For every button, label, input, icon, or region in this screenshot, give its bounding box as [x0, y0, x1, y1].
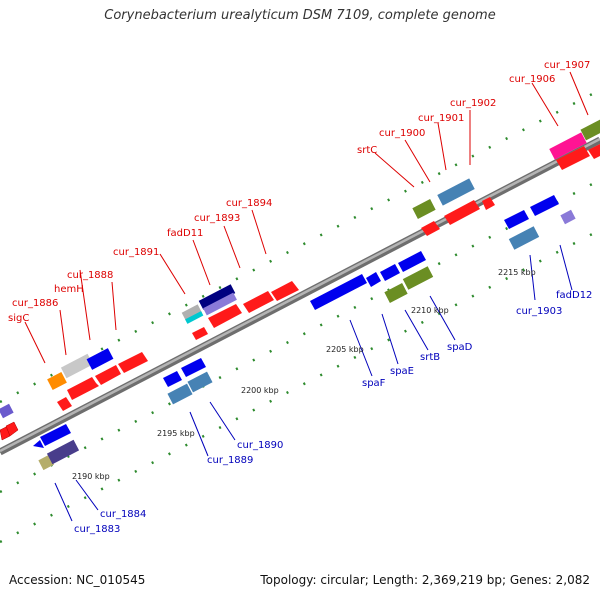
gene-arrow [398, 251, 426, 272]
gene-arrow [5, 421, 19, 437]
gene-arrow [444, 200, 480, 225]
gene-label: cur_1893 [194, 213, 240, 224]
gene-arrow [271, 281, 299, 301]
gene-label: cur_1903 [516, 306, 562, 317]
gene-label: cur_1883 [74, 524, 120, 535]
gene-box [187, 371, 213, 393]
gene-label: cur_1890 [237, 440, 283, 451]
gene-label: srtB [420, 352, 440, 363]
gene-arrow [95, 365, 121, 385]
gene-arrow [118, 352, 148, 373]
gene-box [203, 292, 237, 316]
gene-box [412, 199, 436, 219]
bottom-leader-lines [54, 244, 573, 522]
gene-box [0, 403, 14, 419]
gene-box [185, 311, 204, 324]
top-leader-lines [24, 71, 589, 364]
gene-box [47, 371, 67, 391]
gene-arrow [310, 274, 367, 310]
reverse-strand-genes [33, 195, 576, 471]
gene-arrow [556, 146, 590, 170]
gene-label: fadD11 [167, 228, 203, 239]
gene-box [580, 119, 600, 141]
accession-label: Accession: NC_010545 [9, 573, 146, 587]
gene-label: srtC [357, 145, 377, 156]
gene-arrow [380, 264, 400, 281]
gene-label: cur_1906 [509, 74, 555, 85]
gene-box [508, 226, 540, 250]
gene-arrow [163, 371, 182, 387]
gene-label: sigC [8, 313, 29, 324]
gene-box [402, 266, 434, 290]
gene-box [560, 209, 576, 225]
gene-arrow [208, 304, 242, 328]
forward-strand-genes [0, 119, 600, 441]
gene-box [437, 178, 475, 206]
topology-summary: Topology: circular; Length: 2,369,219 bp… [260, 573, 590, 587]
map-title: Corynebacterium urealyticum DSM 7109, co… [104, 8, 496, 23]
tick-label: 2215 kbp [498, 268, 536, 277]
gene-arrow [40, 424, 71, 446]
gene-label: spaF [362, 378, 386, 389]
gene-label: cur_1891 [113, 247, 159, 258]
gene-arrow [181, 358, 206, 377]
gene-label: cur_1884 [100, 509, 146, 520]
gene-box [181, 304, 203, 322]
gene-box [167, 383, 193, 405]
gene-label: hemH [54, 284, 84, 295]
gene-label: cur_1889 [207, 455, 253, 466]
gene-box [549, 132, 587, 160]
gene-arrow [33, 440, 44, 448]
tick-label: 2200 kbp [241, 386, 279, 395]
tick-label: 2205 kbp [326, 345, 364, 354]
gene-label: cur_1907 [544, 60, 590, 71]
reverse-gene-labels: cur_1883 cur_1884 cur_1889 cur_1890 spaF… [74, 290, 592, 535]
gene-arrow [421, 221, 440, 236]
tick-label: 2190 kbp [72, 472, 110, 481]
gene-label: spaD [447, 342, 473, 353]
gene-label: spaE [390, 366, 414, 377]
genome-backbone [0, 136, 600, 456]
gene-label: cur_1902 [450, 98, 496, 109]
gene-label: cur_1894 [226, 198, 272, 209]
gene-box [60, 353, 94, 379]
gene-box [198, 284, 236, 310]
gene-arrow [366, 272, 381, 287]
gene-label: cur_1888 [67, 270, 113, 281]
gene-box [86, 348, 114, 370]
gene-label: fadD12 [556, 290, 592, 301]
gene-arrow [530, 195, 559, 216]
forward-gene-labels: sigC cur_1886 hemH cur_1888 cur_1891 fad… [8, 60, 590, 324]
tick-label: 2195 kbp [157, 429, 195, 438]
gene-arrow [588, 144, 600, 159]
gene-label: cur_1900 [379, 128, 425, 139]
gene-arrow [504, 210, 529, 229]
tick-label: 2210 kbp [411, 306, 449, 315]
gene-box [46, 439, 80, 465]
gene-box [384, 283, 408, 303]
gene-arrow [192, 327, 208, 340]
gene-arrow [482, 197, 495, 210]
gene-arrow [67, 377, 99, 400]
tick-labels: 2190 kbp 2195 kbp 2200 kbp 2205 kbp 2210… [72, 268, 536, 481]
gene-label: cur_1886 [12, 298, 58, 309]
gene-label: cur_1901 [418, 113, 464, 124]
gene-arrow [57, 397, 72, 411]
gene-arrow [243, 291, 274, 313]
